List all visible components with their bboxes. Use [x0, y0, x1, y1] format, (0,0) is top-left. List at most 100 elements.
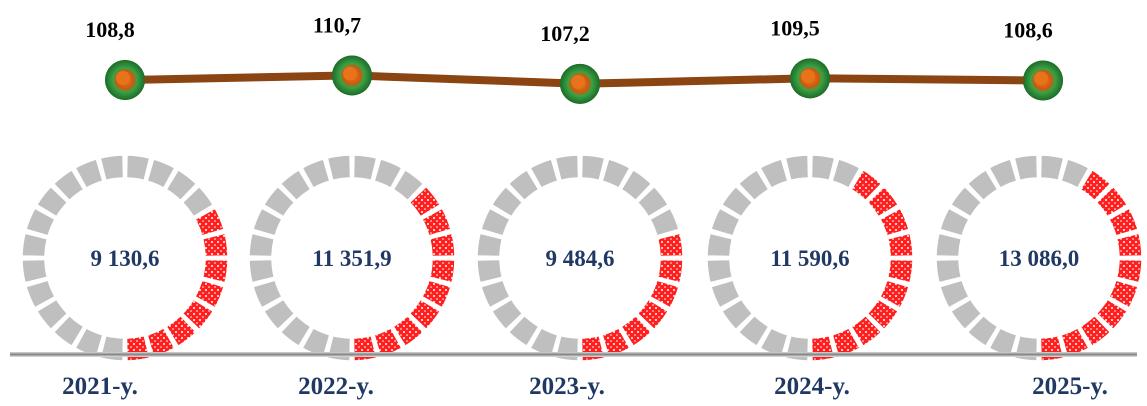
ring-segment-filled — [165, 314, 198, 348]
index-point-4 — [790, 58, 830, 99]
ring-segment-filled — [1079, 314, 1112, 348]
ring-segment-empty — [248, 232, 276, 258]
ring-segment-empty — [326, 334, 352, 362]
ring-segment-filled — [373, 326, 403, 358]
ring-segment-empty — [480, 207, 512, 237]
ring-segment-empty — [737, 168, 770, 202]
ring-segment-filled — [420, 279, 452, 309]
ring-segment-filled — [408, 298, 442, 331]
ring-segment-empty — [279, 314, 312, 348]
ring-segment-empty — [476, 258, 504, 284]
ring-segment-filled — [1079, 168, 1112, 202]
ring-segment-empty — [507, 314, 540, 348]
ring-segment-filled — [580, 334, 606, 362]
ring-segment-empty — [620, 168, 653, 202]
year-label: 2022-y. — [298, 373, 374, 400]
ring-segment-empty — [935, 232, 963, 258]
ring-segment-filled — [201, 258, 229, 284]
ring-segment-filled — [201, 232, 229, 258]
index-point-3 — [560, 63, 600, 104]
ring-segment-empty — [35, 185, 69, 218]
ring-segment-filled — [1115, 258, 1143, 284]
baseline-shelf — [10, 352, 1137, 357]
ring-segment-empty — [706, 258, 734, 284]
ring-segment-filled — [1095, 185, 1129, 218]
ring-segment-empty — [1013, 154, 1039, 182]
ring-segment-empty — [373, 158, 403, 190]
index-point-5 — [1023, 60, 1063, 101]
ring-segment-filled — [428, 258, 456, 284]
ring-segment-empty — [1039, 154, 1065, 182]
ring-segment-filled — [636, 298, 670, 331]
year-label: 2023-y. — [529, 373, 605, 400]
ring-segment-empty — [146, 158, 176, 190]
ring-segment-empty — [939, 279, 971, 309]
ring-segment-empty — [301, 158, 331, 190]
ring-segment-filled — [656, 258, 684, 284]
ring-segment-empty — [601, 158, 631, 190]
ring-segment-empty — [759, 158, 789, 190]
ring-segment-empty — [966, 314, 999, 348]
index-data-label: 108,6 — [1003, 17, 1053, 42]
ring-segment-filled — [428, 232, 456, 258]
ring-segment-empty — [125, 154, 151, 182]
index-line-layer: 108,8 110,7 107,2 109,5 108,6 — [85, 12, 1063, 104]
ring-segment-empty — [74, 158, 104, 190]
ring-segment-empty — [25, 279, 57, 309]
ring-segment-empty — [737, 314, 770, 348]
ring-segment-empty — [99, 154, 125, 182]
ring-segment-filled — [193, 207, 225, 237]
index-point-1 — [105, 60, 145, 100]
ring-segment-empty — [25, 207, 57, 237]
ring-segment-empty — [248, 258, 276, 284]
ring-segment-filled — [878, 279, 910, 309]
ring-segment-filled — [886, 258, 914, 284]
ring-segment-empty — [554, 154, 580, 182]
ring-3: 9 484,6 — [476, 154, 684, 362]
rings-layer: 9 130,6 11 351,9 9 484,6 11 590,6 13 086,0 — [21, 154, 1143, 362]
index-data-label: 110,7 — [313, 12, 361, 37]
ring-segment-filled — [866, 298, 900, 331]
ring-value-label: 13 086,0 — [999, 246, 1080, 271]
ring-4: 11 590,6 — [706, 154, 914, 362]
ring-segment-filled — [878, 207, 910, 237]
ring-segment-filled — [866, 185, 900, 218]
ring-segment-empty — [710, 207, 742, 237]
ring-segment-empty — [648, 207, 680, 237]
ring-segment-empty — [392, 168, 425, 202]
ring-segment-filled — [352, 334, 378, 362]
year-label: 2025-y. — [1032, 373, 1108, 400]
ring-segment-filled — [810, 334, 836, 362]
ring-segment-empty — [831, 158, 861, 190]
ring-value-label: 9 484,6 — [546, 246, 615, 271]
ring-segment-empty — [165, 168, 198, 202]
ring-segment-empty — [252, 207, 284, 237]
ring-segment-filled — [1107, 279, 1139, 309]
ring-segment-empty — [784, 154, 810, 182]
year-label: 2021-y. — [62, 373, 138, 400]
ring-segment-filled — [146, 326, 176, 358]
ring-segment-empty — [252, 279, 284, 309]
ring-segment-empty — [35, 298, 69, 331]
ring-segment-filled — [1060, 326, 1090, 358]
index-data-label: 107,2 — [540, 21, 590, 46]
ring-segment-empty — [21, 232, 49, 258]
ring-segment-empty — [490, 185, 524, 218]
ring-segment-filled — [620, 314, 653, 348]
ring-segment-filled — [193, 279, 225, 309]
ring-segment-empty — [326, 154, 352, 182]
ring-segment-filled — [648, 279, 680, 309]
ring-segment-empty — [1060, 158, 1090, 190]
index-point-2 — [332, 55, 372, 96]
ring-segment-empty — [99, 334, 125, 362]
ring-segment-empty — [706, 232, 734, 258]
ring-segment-empty — [262, 185, 296, 218]
ring-segment-filled — [408, 185, 442, 218]
ring-segment-empty — [966, 168, 999, 202]
ring-segment-empty — [580, 154, 606, 182]
ring-segment-filled — [125, 334, 151, 362]
ring-segment-empty — [262, 298, 296, 331]
ring-segment-empty — [507, 168, 540, 202]
